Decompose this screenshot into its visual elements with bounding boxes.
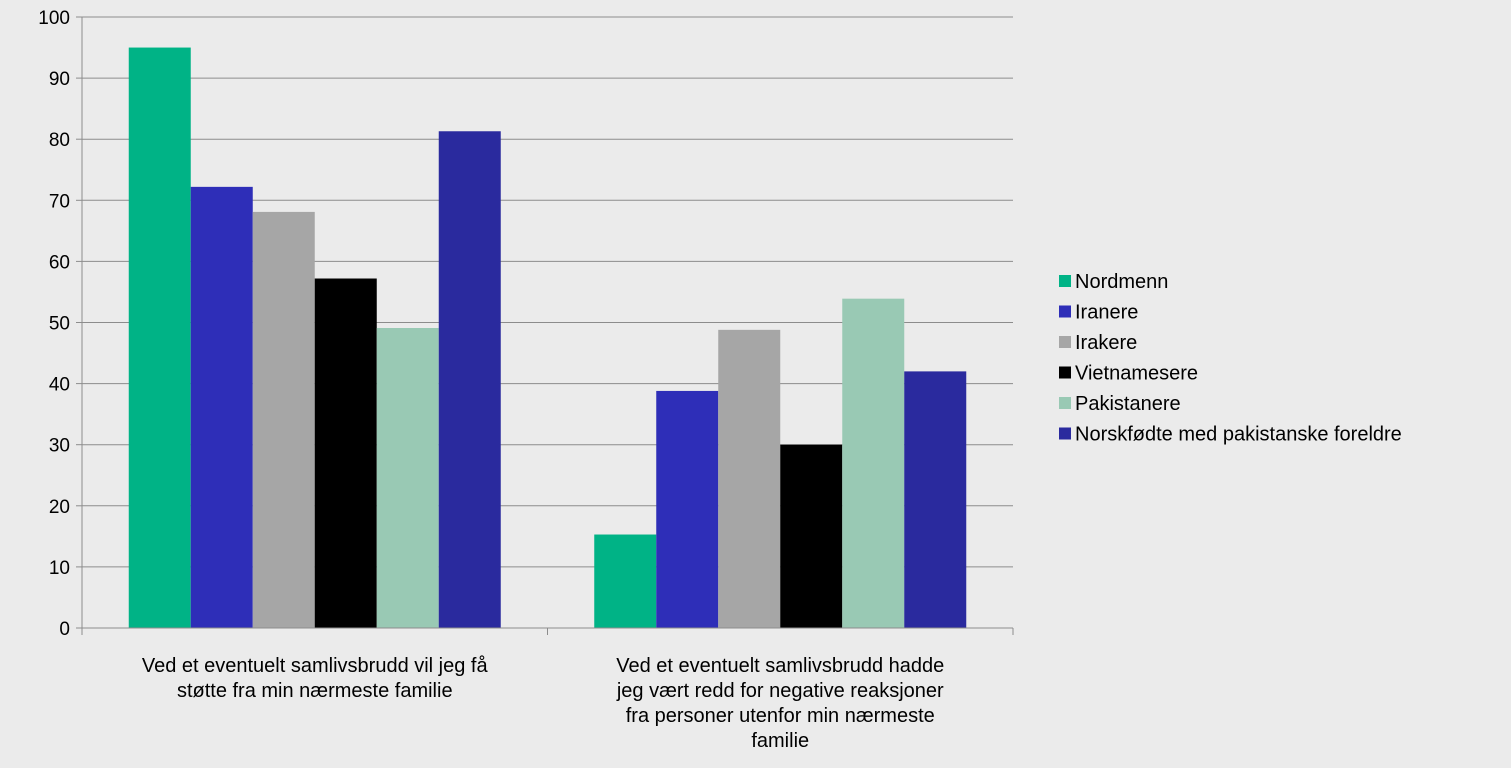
bar-vietnamesere-cat2 (780, 444, 843, 628)
bar-norskf-dte-med-pakistanske-foreldre-cat2 (904, 371, 967, 628)
bars (128, 47, 967, 629)
legend-label: Nordmenn (1075, 271, 1168, 293)
legend-swatch (1059, 397, 1071, 409)
legend-label: Pakistanere (1075, 393, 1181, 415)
legend-label: Iranere (1075, 302, 1138, 324)
y-tick-label: 40 (49, 375, 70, 396)
bar-pakistanere-cat2 (842, 298, 905, 628)
legend-swatch (1059, 427, 1071, 440)
legend-label: Norskfødte med pakistanske foreldre (1075, 424, 1402, 446)
bar-pakistanere-cat1 (376, 327, 439, 628)
y-tick-label: 80 (49, 130, 70, 151)
bar-nordmenn-cat2 (594, 534, 657, 628)
bar-norskf-dte-med-pakistanske-foreldre-cat1 (438, 131, 501, 628)
legend-label: Vietnamesere (1075, 363, 1198, 385)
category-label: jeg vært redd for negative reaksjoner (616, 680, 944, 702)
category-label: Ved et eventuelt samlivsbrudd hadde (616, 655, 944, 677)
bar-iranere-cat1 (190, 186, 253, 628)
legend-swatch (1059, 336, 1071, 348)
legend-swatch (1059, 305, 1071, 318)
bar-nordmenn-cat1 (128, 47, 191, 629)
legend-swatch (1059, 275, 1071, 287)
x-axis-categories: Ved et eventuelt samlivsbrudd vil jeg få… (142, 655, 944, 752)
y-tick-label: 100 (38, 8, 70, 29)
y-tick-label: 60 (49, 252, 70, 273)
legend: Nordmenn Iranere Irakere Vietnamesere Pakist… (1059, 271, 1402, 446)
y-tick-label: 20 (49, 497, 70, 518)
bar-irakere-cat2 (718, 329, 781, 628)
legend-swatch (1059, 366, 1071, 379)
category-label: støtte fra min nærmeste familie (177, 680, 453, 702)
category-label: familie (751, 730, 809, 752)
y-tick-label: 50 (49, 314, 70, 335)
y-tick-label: 90 (49, 69, 70, 90)
y-axis-ticks: 0 10 20 30 40 50 60 70 80 90 100 (38, 8, 70, 640)
category-label: Ved et eventuelt samlivsbrudd vil jeg få (142, 655, 489, 677)
y-tick-label: 10 (49, 558, 70, 579)
y-tick-label: 70 (49, 191, 70, 212)
axes (76, 16, 1014, 635)
y-tick-label: 30 (49, 436, 70, 457)
y-tick-label: 0 (59, 619, 70, 640)
legend-label: Irakere (1075, 332, 1137, 354)
category-label: fra personer utenfor min nærmeste (626, 705, 935, 727)
bar-iranere-cat2 (656, 390, 719, 628)
bar-irakere-cat1 (252, 211, 315, 628)
bar-vietnamesere-cat1 (314, 278, 377, 628)
